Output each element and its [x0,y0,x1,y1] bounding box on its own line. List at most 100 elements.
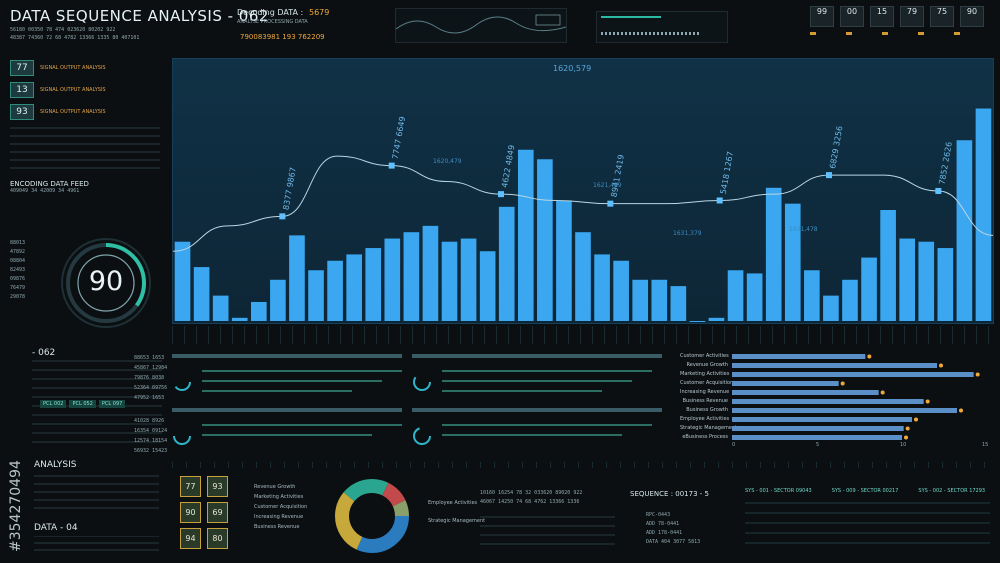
hbar-label: Employee Activities [680,416,730,422]
hbar-label: Customer Acquisition [680,380,734,386]
chart-bar [498,206,515,321]
signal-readout: 77 SIGNAL OUTPUT ANALYSIS [10,58,106,78]
number-cell: 29078 [10,294,26,300]
chart-annotation: 1621,489 [593,182,622,189]
mini-block: 94 [180,528,201,549]
code-row: 10160 16254 78 32 033620 89020 922 [480,490,583,496]
chart-bar [784,203,801,321]
stat-box: 90 [960,6,984,27]
donut-legend-item: Business Revenue [254,524,300,530]
signal-readout: 13 SIGNAL OUTPUT ANALYSIS [10,80,106,100]
hbar-marker [840,381,845,386]
readout-value: 93 [10,104,34,120]
main-chart-timeline [172,326,992,344]
number-cell: 82493 [10,267,26,273]
trend-point[interactable] [826,172,832,179]
hbar-label: Business Growth [686,407,728,413]
number-row: 41028 8926 [134,418,165,424]
sector-rows [745,500,990,552]
bottom-code-rows [480,512,615,552]
chart-bar [727,270,744,321]
donut-legend-item: Strategic Management [428,518,486,524]
donut-legend-right: Employee Activities Strategic Management [428,500,485,528]
hbar-tick: 5 [816,442,820,448]
chart-bar [403,232,420,321]
code-row: 46067 14250 74 68 4762 13366 1336 [480,499,580,505]
hbar-label: Business Revenue [682,398,728,404]
feed-title: ENCODING DATA FEED [10,180,89,188]
trend-point-label: 7852 2626 [937,141,953,185]
hbar-tick: 10 [900,442,907,448]
sector-labels: SYS - 001 - SECTOR 09043 SYS - 009 - SEC… [745,488,985,494]
chart-bar [327,260,343,321]
hbar [732,372,974,377]
mid-tables-graphic [172,354,662,445]
chart-bar [250,301,267,321]
chart-bar [880,210,896,321]
page-title: DATA SEQUENCE ANALYSIS - 062 [10,7,269,25]
hbar [732,435,902,440]
watermark-id: #354270494 [6,320,24,560]
header-code-row-1: 56180 00350 78 474 023620 80202 922 [10,27,116,33]
number-cell: 76479 [10,285,26,291]
readout-value: 13 [10,82,34,98]
sequence-rows: RPC-0443 ADD 78-0441 ADD 178-0441 DATA 4… [632,512,700,548]
left-data-rows [10,125,160,175]
chart-bar [193,267,210,321]
left-number-column: 88013 47892 08804 82493 09876 76479 2907… [10,240,25,303]
pcl-chip[interactable]: PCL 002 [40,400,67,408]
chart-bar [861,257,877,321]
mini-block: 80 [207,528,228,549]
signal-readout-list: 77 SIGNAL OUTPUT ANALYSIS 13 SIGNAL OUTP… [10,58,106,122]
sequence-row: DATA 404 3077 5813 [646,539,701,545]
pcl-chip[interactable]: PCL 052 [69,400,96,408]
hbar-labels: Customer Activities Revenue Growth Marke… [680,352,738,442]
chart-bar [632,279,649,321]
chart-bar [575,232,591,321]
hbar-label: Strategic Management [680,425,738,431]
hbar-marker [867,354,872,359]
chart-annotation: 1631,478 [789,226,818,233]
sequence-row: RPC-0443 [646,512,671,518]
hbar-label: eBusiness Process [682,434,728,440]
stat-box: 99 [810,6,834,27]
header-code-row-2: 48387 74360 72 68 4782 13366 1335 80 407… [10,35,140,41]
trend-point[interactable] [498,191,504,198]
mini-block: 90 [180,502,201,523]
pcl-chip[interactable]: PCL 097 [98,400,126,408]
number-cell: 08804 [10,258,26,264]
sector-label: SYS - 002 - SECTOR 17293 [918,488,986,494]
bottom-codes: 10160 16254 78 32 033620 89020 922 46067… [480,490,582,508]
chart-bar [537,159,553,321]
chart-bar [231,317,248,321]
hbar-marker [905,426,910,431]
sequence-row: ADD 78-0441 [646,521,680,527]
bottom-timeline [172,462,992,468]
chart-bar [289,235,305,321]
chart-bar [308,270,324,321]
trend-point[interactable] [388,162,395,169]
stat-box: 79 [900,6,924,27]
hbar [732,417,912,422]
hbar-label: Marketing Activities [680,371,730,377]
trend-point[interactable] [935,187,942,194]
main-chart: 8377 9867 7747 6649 4622 4849 8941 2419 5418… [172,64,994,322]
hbar-marker [914,417,918,422]
id-line: 790083981 193 762209 [240,33,325,41]
trend-point[interactable] [607,200,614,207]
hbar [732,426,904,431]
gauge-value: 90 [88,266,124,297]
number-row: 56932 15423 [134,448,168,454]
trend-point[interactable] [716,197,723,204]
chart-bar [479,251,496,321]
section-062-label: - 062 [32,348,56,358]
number-cell: 88013 [10,240,26,246]
hbar [732,363,937,368]
readout-label: SIGNAL OUTPUT ANALYSIS [40,87,106,93]
mini-block-grid: 77 93 90 69 94 80 [180,476,229,549]
trend-point[interactable] [279,213,286,220]
chart-bar [212,295,229,321]
mid-numbers-list: 41028 8926 16354 09124 12574 18154 56932… [134,418,167,458]
waveform-graphic [395,14,567,34]
chart-bar [746,273,763,321]
